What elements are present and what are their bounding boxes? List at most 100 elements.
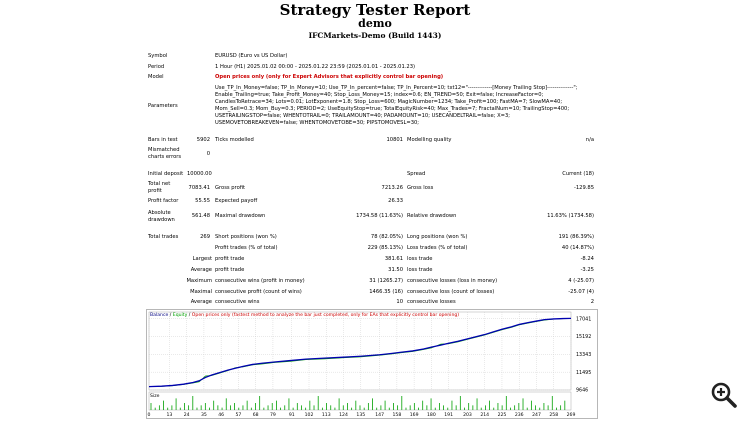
- gross-loss-value: -129.85: [573, 185, 594, 191]
- maximum-label: Maximum: [186, 278, 212, 284]
- x-tick-label-16: 180: [427, 412, 436, 418]
- avg-cons-wins-value: 10: [396, 299, 403, 305]
- average-loss-label: loss trade: [407, 267, 433, 273]
- average-loss-value: -3.25: [580, 267, 594, 273]
- period-label: Period: [148, 64, 165, 70]
- legend-balance: Balance: [150, 312, 168, 318]
- gross-loss-label: Gross loss: [407, 185, 434, 191]
- max-cons-wins-label: consecutive wins (profit in money): [215, 278, 305, 284]
- report-subtitle: demo: [358, 17, 392, 30]
- avg-cons-losses-label: consecutive losses: [407, 299, 456, 305]
- legend-note: Open prices only (fastest method to anal…: [192, 312, 459, 318]
- profit-trades-value: 229 (85.13%): [367, 245, 403, 251]
- net-profit-value: 7083.41: [188, 185, 210, 191]
- period-value: 1 Hour (H1) 2025.01.02 00:00 - 2025.01.2…: [215, 64, 416, 70]
- average-profit-value: 31.50: [388, 267, 403, 273]
- x-tick-label-8: 91: [289, 412, 295, 418]
- profit-factor-value: 55.55: [195, 198, 210, 204]
- balance-line: [148, 317, 572, 388]
- y-tick-label-0: 9646: [576, 388, 588, 394]
- quality-label: Modelling quality: [407, 137, 452, 143]
- max-cons-losses-value: 4 (-25.07): [568, 278, 594, 284]
- maximal-loss-value: -25.07 (4): [568, 289, 594, 295]
- zoom-in-icon[interactable]: [710, 381, 738, 409]
- x-tick-label-17: 191: [444, 412, 453, 418]
- rel-dd-value: 11.63% (1734.58): [547, 213, 594, 219]
- gross-profit-value: 7213.26: [381, 185, 403, 191]
- loss-trades-label: Loss trades (% of total): [407, 245, 468, 251]
- x-tick-label-10: 113: [322, 412, 331, 418]
- spread-label: Spread: [407, 171, 426, 177]
- parameters-line-6: USEMOVETOBREAKEVEN=false; WHENTOMOVETOBE…: [215, 120, 420, 126]
- total-trades-value: 269: [200, 234, 210, 240]
- x-tick-label-18: 203: [463, 412, 472, 418]
- y-tick-label-1: 11495: [576, 370, 591, 376]
- parameters-line-1: Use_TP_In_Money=false; TP_In_Money=10; U…: [215, 85, 578, 91]
- y-axis: 9646 11495 13343 15192 17041: [576, 316, 591, 393]
- x-tick-label-6: 68: [253, 412, 259, 418]
- abs-dd-label-1: Absolute: [148, 210, 171, 216]
- net-profit-label-2: profit: [148, 188, 162, 194]
- largest-profit-label: profit trade: [215, 256, 245, 262]
- x-tick-label-9: 102: [305, 412, 314, 418]
- spread-value: Current (18): [562, 171, 594, 177]
- maximal-loss-label: consecutive loss (count of losses): [407, 289, 495, 295]
- x-tick-label-14: 158: [392, 412, 401, 418]
- long-label: Long positions (won %): [407, 234, 468, 240]
- gross-profit-label: Gross profit: [215, 185, 246, 191]
- average-profit-label: profit trade: [215, 267, 245, 273]
- x-tick-label-12: 135: [356, 412, 365, 418]
- y-tick-label-4: 17041: [576, 316, 591, 322]
- max-dd-label: Maximal drawdown: [215, 213, 266, 219]
- profit-factor-label: Profit factor: [148, 198, 179, 204]
- x-tick-label-3: 35: [201, 412, 207, 418]
- x-axis: 0 13 24 35 46 57 68 79 91 102 113 124 135 147 158 169 18…: [148, 412, 576, 418]
- max-dd-value: 1734.58 (11.63%): [356, 213, 403, 219]
- max-cons-wins-value: 31 (1265.27): [369, 278, 403, 284]
- x-tick-label-11: 124: [339, 412, 348, 418]
- avg-cons-losses-value: 2: [590, 299, 594, 305]
- x-tick-label-2: 24: [184, 412, 190, 418]
- chart-grid: [148, 312, 572, 391]
- rel-dd-label: Relative drawdown: [407, 213, 457, 219]
- abs-dd-label-2: drawdown: [148, 217, 175, 223]
- largest-profit-value: 381.61: [384, 256, 403, 262]
- ticks-value: 10801: [386, 137, 403, 143]
- maximal-label: Maximal: [190, 289, 212, 295]
- legend-text: Balance / Equity / Open prices only (fas…: [150, 312, 459, 318]
- parameters-line-5: USETRAILINGSTOP=false; WHENTOTRAIL=0; TR…: [215, 113, 511, 119]
- expected-payoff-value: 26.33: [388, 198, 403, 204]
- average2-label: Average: [190, 299, 212, 305]
- x-tick-label-19: 214: [480, 412, 489, 418]
- short-value: 78 (82.05%): [370, 234, 403, 240]
- short-label: Short positions (won %): [215, 234, 277, 240]
- mismatch-value: 0: [206, 151, 210, 157]
- parameters-label: Parameters: [148, 103, 178, 109]
- size-label: Size: [150, 393, 160, 399]
- x-tick-label-1: 13: [166, 412, 172, 418]
- size-bars: [150, 396, 566, 410]
- x-tick-label-0: 0: [148, 412, 151, 418]
- bars-value: 5902: [196, 137, 210, 143]
- chart-plot-area: [148, 311, 572, 391]
- ticks-label: Ticks modelled: [215, 137, 254, 143]
- x-tick-label-5: 57: [235, 412, 241, 418]
- loss-trades-value: 40 (14.87%): [561, 245, 594, 251]
- legend-equity: Equity: [173, 312, 188, 318]
- largest-label: Largest: [192, 256, 212, 262]
- parameters-line-4: Mom_Sell=0.3; Mom_Buy=0.3; PERIOD=2; Use…: [215, 106, 570, 112]
- max-cons-losses-label: consecutive losses (loss in money): [407, 278, 498, 284]
- largest-loss-value: -8.24: [580, 256, 594, 262]
- parameters-line-3: CandlesToRetrace=34; Lots=0.01; LotExpon…: [215, 99, 563, 105]
- largest-loss-label: loss trade: [407, 256, 433, 262]
- mismatch-label-2: charts errors: [148, 154, 182, 160]
- x-tick-label-24: 269: [567, 412, 576, 418]
- long-value: 191 (86.39%): [558, 234, 594, 240]
- maximal-profit-label: consecutive profit (count of wins): [215, 289, 302, 295]
- total-trades-label: Total trades: [148, 234, 179, 240]
- x-tick-label-20: 225: [498, 412, 507, 418]
- parameters-line-2: Enable_Trailing=true; Take_Profit_Money=…: [215, 92, 544, 98]
- symbol-value: EURUSD (Euro vs US Dollar): [215, 53, 288, 59]
- initial-deposit-value: 10000.00: [187, 171, 212, 177]
- model-label: Model: [148, 74, 164, 80]
